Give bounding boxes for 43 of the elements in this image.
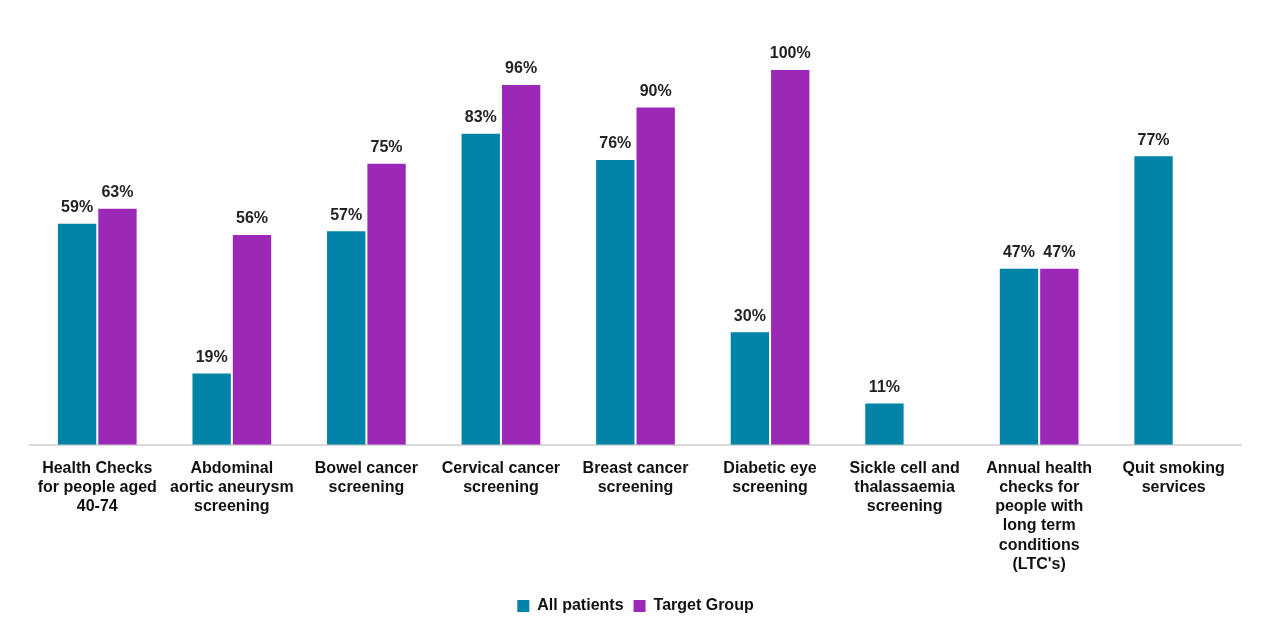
data-label: 30% [733, 306, 766, 324]
legend-label: Target Group [653, 596, 754, 614]
bar [771, 70, 810, 445]
data-label: 47% [1043, 243, 1076, 261]
bar [730, 332, 770, 445]
bar [501, 84, 541, 445]
x-tick-label: Health Checks for people aged 40-74 [37, 458, 157, 515]
x-tick-label: Breast cancer screening [582, 458, 689, 496]
data-label: 63% [101, 183, 134, 201]
data-label: 59% [61, 198, 94, 216]
bar [57, 223, 97, 445]
x-tick-label: Abdominal aortic aneurysm screening [170, 458, 294, 515]
bar [1040, 268, 1079, 445]
bar [1134, 156, 1173, 445]
x-tick-label: Bowel cancer screening [314, 458, 418, 496]
bar [98, 208, 137, 445]
bar [596, 159, 635, 445]
bar [192, 373, 231, 445]
x-tick-label: Cervical cancer screening [441, 458, 561, 496]
data-label: 77% [1137, 130, 1170, 148]
data-label: 57% [330, 205, 363, 223]
x-tick-label: Sickle cell and thalassaemia screening [849, 458, 960, 515]
data-label: 56% [236, 209, 269, 227]
data-label: 11% [868, 377, 900, 395]
bar [232, 234, 272, 445]
bar [865, 403, 904, 445]
data-label: 83% [464, 108, 497, 126]
data-label: 100% [769, 44, 811, 62]
legend-label: All patients [537, 596, 624, 614]
bar [367, 163, 406, 445]
bar [636, 107, 675, 445]
bar [327, 231, 366, 445]
bar [999, 268, 1039, 445]
x-tick-label: Annual health checks for people with long term conditions (LTC's) [986, 458, 1093, 572]
x-tick-label: Quit smoking services [1122, 458, 1225, 496]
bar [461, 133, 500, 445]
data-label: 47% [1002, 243, 1035, 261]
data-label: 96% [505, 59, 538, 77]
x-tick-label: Diabetic eye screening [723, 458, 817, 496]
data-label: 75% [370, 138, 403, 156]
data-label: 76% [599, 134, 632, 152]
data-label: 90% [639, 81, 672, 99]
data-label: 19% [195, 347, 228, 365]
